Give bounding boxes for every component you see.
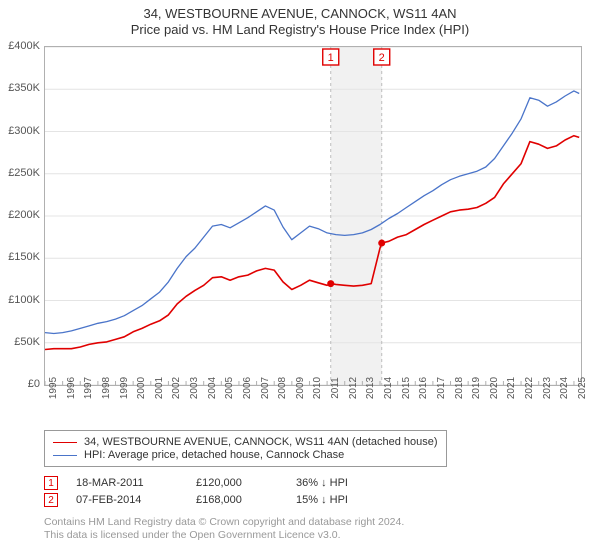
chart-plot-area: 12 (44, 46, 582, 386)
xtick-label: 2020 (489, 377, 500, 399)
ytick-label: £200K (8, 209, 40, 221)
xtick-label: 2014 (383, 377, 394, 399)
transaction-marker: 2 (44, 493, 58, 507)
xtick-label: 2018 (454, 377, 465, 399)
xtick-label: 2009 (295, 377, 306, 399)
transaction-row: 1 18-MAR-2011£120,00036% ↓ HPI (44, 476, 416, 490)
legend-box: 34, WESTBOURNE AVENUE, CANNOCK, WS11 4AN… (44, 430, 447, 467)
footer-line-2: This data is licensed under the Open Gov… (44, 529, 404, 542)
xtick-label: 2015 (401, 377, 412, 399)
svg-text:1: 1 (328, 52, 334, 64)
ytick-label: £0 (28, 378, 40, 390)
xtick-label: 2017 (436, 377, 447, 399)
xtick-label: 2000 (136, 377, 147, 399)
ytick-label: £150K (8, 251, 40, 263)
xtick-label: 2006 (242, 377, 253, 399)
legend-row: 34, WESTBOURNE AVENUE, CANNOCK, WS11 4AN… (53, 436, 438, 448)
title-main: 34, WESTBOURNE AVENUE, CANNOCK, WS11 4AN (0, 6, 600, 21)
legend-swatch (53, 455, 77, 456)
legend-swatch (53, 442, 77, 443)
xtick-label: 2011 (330, 377, 341, 399)
xtick-label: 1999 (119, 377, 130, 399)
xtick-label: 2010 (312, 377, 323, 399)
xtick-label: 2016 (418, 377, 429, 399)
xtick-label: 2025 (577, 377, 588, 399)
xtick-label: 1995 (48, 377, 59, 399)
xtick-label: 2003 (189, 377, 200, 399)
legend-row: HPI: Average price, detached house, Cann… (53, 449, 438, 461)
xtick-label: 2005 (224, 377, 235, 399)
titles: 34, WESTBOURNE AVENUE, CANNOCK, WS11 4AN… (0, 0, 600, 37)
ytick-label: £300K (8, 125, 40, 137)
xtick-label: 2022 (524, 377, 535, 399)
xtick-label: 2008 (277, 377, 288, 399)
transaction-price: £168,000 (196, 494, 296, 506)
chart-svg: 12 (45, 47, 581, 385)
transaction-table: 1 18-MAR-2011£120,00036% ↓ HPI 2 07-FEB-201… (44, 473, 416, 510)
ytick-label: £250K (8, 167, 40, 179)
xtick-label: 2002 (171, 377, 182, 399)
xtick-label: 2013 (365, 377, 376, 399)
xtick-label: 2007 (260, 377, 271, 399)
xtick-label: 1998 (101, 377, 112, 399)
ytick-label: £400K (8, 40, 40, 52)
footer-attribution: Contains HM Land Registry data © Crown c… (44, 516, 404, 543)
chart-container: 34, WESTBOURNE AVENUE, CANNOCK, WS11 4AN… (0, 0, 600, 560)
xtick-label: 2023 (542, 377, 553, 399)
xtick-label: 2024 (559, 377, 570, 399)
legend-label: 34, WESTBOURNE AVENUE, CANNOCK, WS11 4AN… (84, 436, 438, 448)
transaction-diff: 15% ↓ HPI (296, 494, 416, 506)
xtick-label: 1996 (66, 377, 77, 399)
xtick-label: 1997 (83, 377, 94, 399)
transaction-marker: 1 (44, 476, 58, 490)
xtick-label: 2012 (348, 377, 359, 399)
footer-line-1: Contains HM Land Registry data © Crown c… (44, 516, 404, 529)
transaction-price: £120,000 (196, 477, 296, 489)
xtick-label: 2004 (207, 377, 218, 399)
ytick-label: £350K (8, 82, 40, 94)
xtick-label: 2001 (154, 377, 165, 399)
xtick-label: 2019 (471, 377, 482, 399)
ytick-label: £50K (14, 336, 40, 348)
transaction-date: 18-MAR-2011 (76, 477, 196, 489)
ytick-label: £100K (8, 294, 40, 306)
legend-label: HPI: Average price, detached house, Cann… (84, 449, 344, 461)
title-sub: Price paid vs. HM Land Registry's House … (0, 22, 600, 37)
transaction-row: 2 07-FEB-2014£168,00015% ↓ HPI (44, 493, 416, 507)
xtick-label: 2021 (506, 377, 517, 399)
transaction-diff: 36% ↓ HPI (296, 477, 416, 489)
transaction-date: 07-FEB-2014 (76, 494, 196, 506)
svg-text:2: 2 (379, 52, 385, 64)
